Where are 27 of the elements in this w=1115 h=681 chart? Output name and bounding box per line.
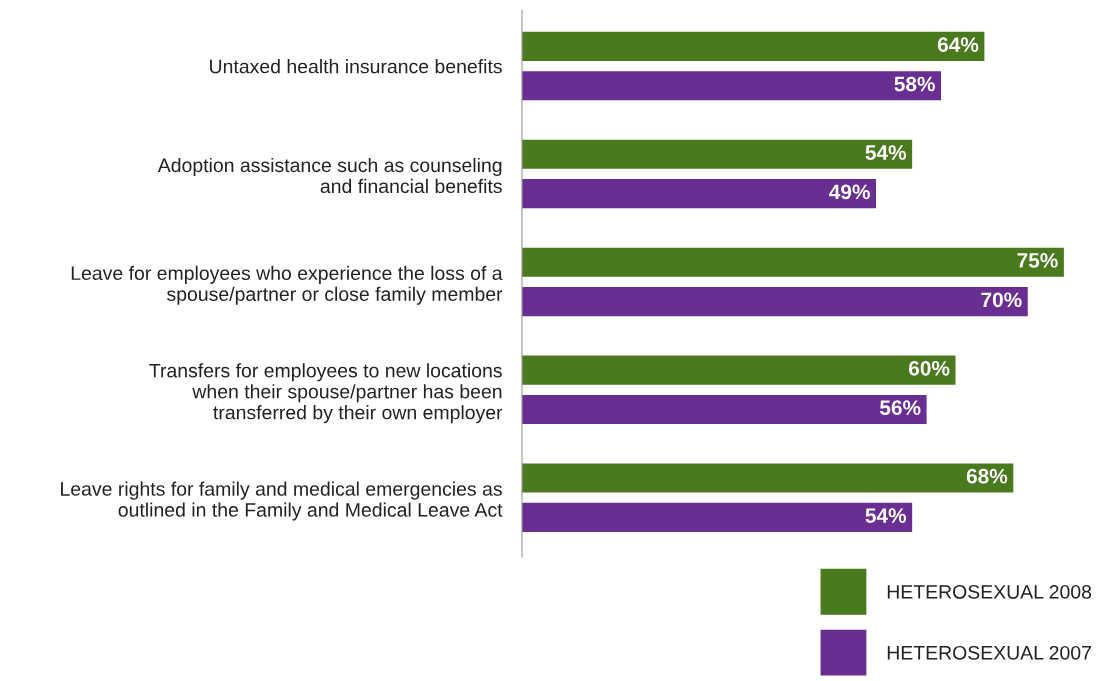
legend-label: HETEROSEXUAL 2007 [887,645,1091,660]
bar [522,287,1028,317]
y-tick-label: Transfers for employees to new locations when their spouse/partner has been transferred by their own employer [149,363,503,424]
bar [522,179,877,209]
bar [522,31,985,61]
y-tick-label: Leave rights for family and medical emergencies as outlined in the Family and Medical Leave Act [61,481,503,521]
data-label: 54% [865,145,907,160]
data-label: 64% [937,37,979,53]
y-tick-label: Leave for employees who experience the loss of a spouse/partner or close family member [71,265,503,305]
data-label: 68% [966,468,1008,484]
data-label: 75% [1017,253,1058,268]
bar [522,394,927,425]
y-tick-label: Untaxed health insurance benefits [210,59,502,74]
bar [522,502,913,532]
data-label: 54% [865,508,907,523]
data-label: 70% [981,292,1022,308]
data-label: 58% [894,76,935,92]
y-tick-label: Adoption assistance such as counseling and financial benefits [157,157,502,194]
bar [522,355,956,385]
data-label: 56% [879,400,921,416]
bar [522,139,913,169]
bar [522,463,1014,493]
data-label: 60% [909,360,950,376]
data-label: 49% [829,184,870,200]
legend-label: HETEROSEXUAL 2008 [887,584,1092,599]
bar [522,247,1064,277]
bar [522,71,942,101]
